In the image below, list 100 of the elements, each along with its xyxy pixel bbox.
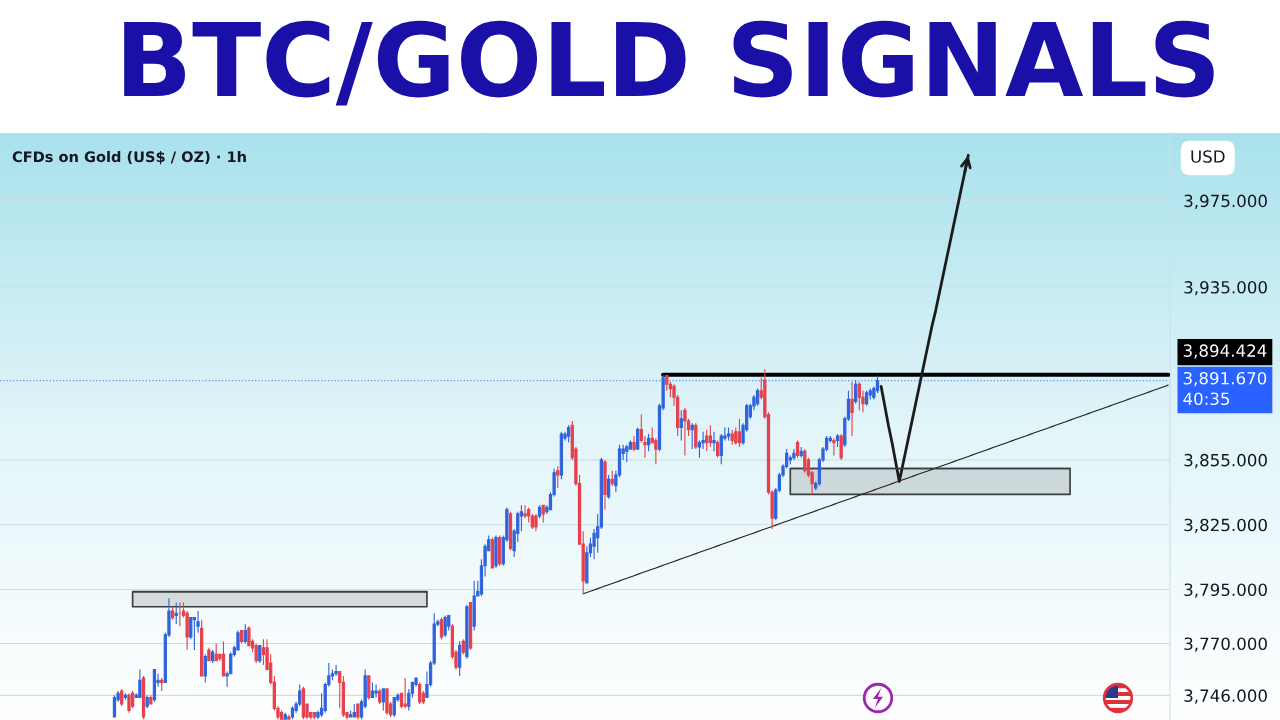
candlestick — [392, 696, 396, 718]
candlestick — [850, 381, 854, 437]
candlestick — [374, 684, 378, 699]
candlestick — [494, 534, 498, 569]
candlestick — [755, 388, 760, 407]
candlestick — [378, 688, 382, 705]
candlestick — [646, 433, 651, 452]
y-tick-label: 3,935.000 — [1184, 281, 1267, 296]
candlestick — [381, 688, 385, 712]
text: USD — [1191, 150, 1225, 163]
candlestick — [490, 537, 494, 569]
candlestick — [625, 444, 629, 463]
candlestick — [835, 433, 840, 448]
candlestick — [178, 601, 182, 627]
candlestick — [203, 653, 207, 683]
candlestick — [123, 692, 128, 701]
candlestick — [290, 705, 295, 720]
candlestick — [610, 470, 614, 487]
candlestick — [690, 422, 694, 450]
candlestick — [708, 424, 713, 448]
candlestick — [832, 437, 836, 457]
y-tick-label: 3,975.000 — [1184, 194, 1267, 209]
candlestick — [606, 474, 611, 500]
y-tick-label: 3,746.000 — [1184, 689, 1267, 704]
y-tick-label: 3,825.000 — [1184, 518, 1267, 533]
candlestick — [854, 379, 858, 405]
candlestick — [803, 448, 807, 474]
candlestick — [472, 580, 476, 632]
candlestick — [287, 714, 291, 720]
candlestick — [210, 649, 215, 664]
candlestick — [152, 668, 157, 703]
text: CFDs on Gold (US$ / OZ) · 1h — [12, 150, 246, 165]
candlestick — [279, 709, 284, 720]
candlestick — [149, 694, 153, 705]
candlestick — [138, 668, 142, 699]
candlestick — [207, 647, 211, 662]
candlestick — [556, 465, 560, 489]
candlestick — [839, 433, 843, 461]
y-tick-label: 3,770.000 — [1184, 637, 1267, 652]
candlestick — [497, 534, 502, 567]
candlestick — [799, 446, 803, 459]
candlestick — [174, 601, 178, 625]
candlestick — [145, 694, 149, 709]
candlestick — [385, 688, 389, 716]
candlestick — [439, 617, 444, 640]
y-tick-label: 3,795.000 — [1184, 583, 1267, 598]
candlestick — [457, 640, 462, 677]
candlestick — [283, 712, 287, 720]
candlestick — [726, 426, 731, 441]
candlestick — [221, 640, 226, 677]
candlestick — [694, 422, 698, 450]
candlestick — [120, 688, 124, 707]
candlestick — [258, 645, 262, 664]
candlestick — [341, 675, 346, 718]
candlestick — [443, 614, 447, 638]
candlestick — [200, 619, 204, 677]
candlestick — [418, 681, 422, 705]
candlestick — [792, 448, 796, 461]
candlestick — [864, 390, 869, 407]
candlestick — [683, 407, 687, 457]
candlestick — [730, 429, 734, 446]
candlestick — [857, 381, 861, 411]
candlestick — [403, 677, 407, 709]
candlestick — [465, 604, 469, 660]
candlestick — [795, 439, 800, 459]
candlestick — [534, 513, 538, 532]
candlestick — [559, 431, 564, 480]
candlestick — [632, 435, 636, 452]
candlestick — [468, 601, 473, 651]
candlestick — [356, 703, 360, 720]
candlestick — [712, 431, 716, 452]
candlestick — [352, 703, 356, 718]
candlestick — [254, 642, 258, 664]
candlestick — [541, 504, 545, 524]
candlestick — [567, 424, 571, 444]
series-label: 3,894.424 — [1183, 344, 1267, 359]
candlestick — [301, 686, 306, 720]
candlestick — [636, 426, 640, 450]
candlestick — [715, 439, 720, 459]
candlestick — [367, 675, 371, 701]
candlestick — [334, 664, 338, 677]
candlestick — [370, 681, 375, 699]
candlestick — [261, 638, 266, 666]
candlestick — [141, 675, 146, 720]
candlestick — [112, 694, 117, 718]
candlestick — [508, 511, 513, 552]
candlestick — [679, 409, 683, 441]
candlestick — [537, 504, 542, 519]
candlestick — [603, 459, 607, 511]
candlestick — [170, 606, 175, 621]
candlestick — [737, 418, 742, 448]
candlestick — [312, 712, 316, 720]
y-tick-label: 3,855.000 — [1184, 453, 1267, 469]
candlestick — [461, 638, 465, 655]
candlestick — [160, 677, 164, 692]
candlestick — [127, 692, 131, 714]
candlestick — [130, 690, 135, 709]
candlestick — [239, 630, 244, 645]
chart-title: BTC/GOLD SIGNALS — [124, 20, 1214, 106]
candlestick — [214, 642, 218, 662]
